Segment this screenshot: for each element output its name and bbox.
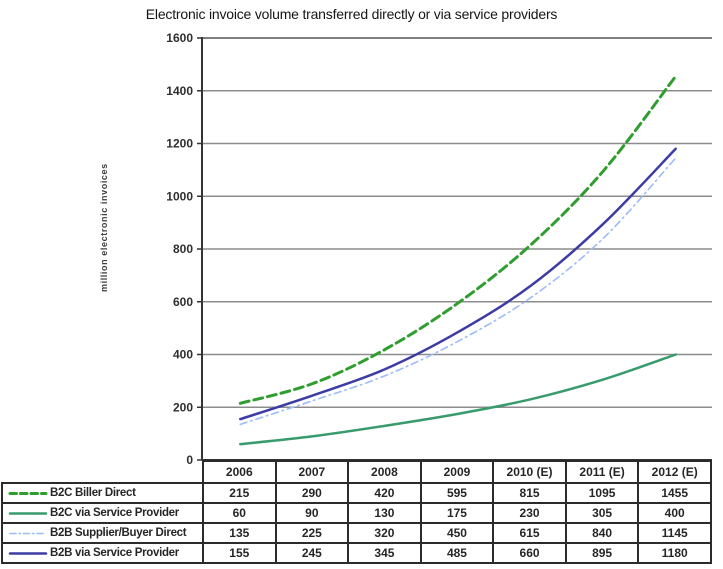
table-corner-blank [2,461,203,483]
year-header-cell: 2012 (E) [637,460,712,484]
value-cell: 1145 [637,522,712,544]
legend-line-sample-icon [9,532,47,534]
table-row: B2B Supplier/Buyer Direct 135 225 320 450 615… [1,522,712,544]
legend-cell: B2B Supplier/Buyer Direct [1,522,204,544]
value-cell: 895 [564,542,640,564]
value-cell: 400 [637,502,712,524]
value-cell: 245 [274,542,350,564]
value-cell: 225 [274,522,350,544]
value-cell: 1095 [564,482,640,504]
year-header-cell: 2007 [274,460,350,484]
y-tick-label: 800 [173,242,193,256]
value-cell: 320 [347,522,422,544]
legend-line-sample-icon [8,491,48,495]
value-cell: 135 [202,522,277,544]
value-cell: 90 [274,502,350,524]
value-cell: 815 [492,482,567,504]
table-header-row: 2006 2007 2008 2009 2010 (E) 2011 (E) 2012 (E) [2,460,712,484]
year-header-cell: 2009 [419,460,495,484]
y-tick-label: 1400 [166,84,193,98]
value-cell: 230 [492,502,567,524]
value-cell: 290 [274,482,350,504]
value-cell: 345 [347,542,422,564]
value-cell: 660 [492,542,567,564]
y-tick-label: 400 [173,348,193,362]
value-cell: 130 [347,502,422,524]
year-header-cell: 2008 [347,460,422,484]
legend-label: B2B Supplier/Buyer Direct [50,527,187,539]
chart-title: Electronic invoice volume transferred di… [145,6,558,22]
legend-cell: B2C Biller Direct [1,482,204,504]
legend-label: B2C Biller Direct [50,487,136,499]
value-cell: 60 [202,502,277,524]
legend-cell: B2B via Service Provider [1,542,204,564]
legend-label: B2C via Service Provider [50,507,179,519]
value-cell: 215 [202,482,277,504]
data-table: 2006 2007 2008 2009 2010 (E) 2011 (E) 2012 (E)… [1,460,712,564]
legend-line-sample-icon [8,511,48,515]
y-tick-label: 0 [186,453,193,467]
value-cell: 840 [564,522,640,544]
value-cell: 175 [419,502,495,524]
legend-cell: B2C via Service Provider [1,502,204,524]
year-header-cell: 2006 [202,460,277,484]
y-tick-label: 600 [173,295,193,309]
value-cell: 615 [492,522,567,544]
plot-area: 0 200 400 600 800 1000 1200 1400 1600 [166,31,712,467]
y-tick-label: 1600 [166,31,193,45]
y-tick-label: 1200 [166,137,193,151]
y-tick-label: 1000 [166,189,193,203]
series-line [239,353,677,446]
value-cell: 485 [419,542,495,564]
series-line [239,157,677,426]
table-row: B2C Biller Direct 215 290 420 595 815 1095 1455 [1,482,712,504]
legend-line-sample-icon [8,551,48,555]
value-cell: 1180 [637,542,712,564]
table-row: B2B via Service Provider 155 245 345 485 660 8… [1,542,712,564]
value-cell: 420 [347,482,422,504]
value-cell: 305 [564,502,640,524]
value-cell: 155 [202,542,277,564]
table-row: B2C via Service Provider 60 90 130 175 230 305… [1,502,712,524]
value-cell: 450 [419,522,495,544]
series-line [239,147,677,421]
series-line [238,74,678,405]
value-cell: 1455 [637,482,712,504]
y-tick-label: 200 [173,400,193,414]
year-header-cell: 2010 (E) [492,460,567,484]
year-header-cell: 2011 (E) [564,460,640,484]
value-cell: 595 [419,482,495,504]
legend-label: B2B via Service Provider [50,547,179,559]
